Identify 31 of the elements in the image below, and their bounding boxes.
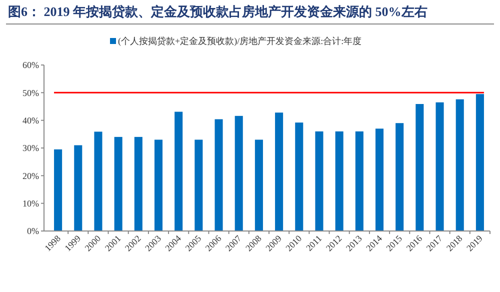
bar (315, 131, 324, 231)
bar (295, 122, 304, 231)
bar (254, 140, 263, 231)
y-tick-label: 60% (22, 60, 40, 70)
bar (134, 136, 142, 231)
legend-label: (个人按揭贷款+定金及预收款)/房地产开发资金来源:合计:年度 (118, 36, 362, 46)
chart-title: 图6： 2019 年按揭贷款、定金及预收款占房地产开发资金来源的 50%左右 (8, 4, 428, 19)
bar (74, 145, 82, 231)
bar (214, 119, 223, 231)
bar (275, 112, 284, 231)
y-tick-label: 10% (22, 198, 40, 208)
bar (154, 140, 163, 231)
bar (476, 94, 484, 231)
bar (174, 112, 183, 231)
bar (375, 128, 384, 231)
bar (335, 131, 344, 231)
bar (94, 132, 102, 231)
y-tick-label: 0% (27, 226, 40, 236)
bar (416, 104, 424, 231)
y-tick-label: 40% (22, 115, 40, 126)
bar (114, 136, 122, 231)
y-tick-label: 30% (22, 143, 40, 154)
bar (355, 131, 364, 231)
bar (234, 116, 243, 231)
bar (396, 123, 404, 231)
y-tick-label: 20% (22, 170, 40, 181)
bar (194, 140, 203, 231)
bar (436, 102, 444, 231)
y-tick-label: 50% (22, 88, 40, 98)
bar (54, 149, 62, 231)
bar (456, 99, 464, 231)
